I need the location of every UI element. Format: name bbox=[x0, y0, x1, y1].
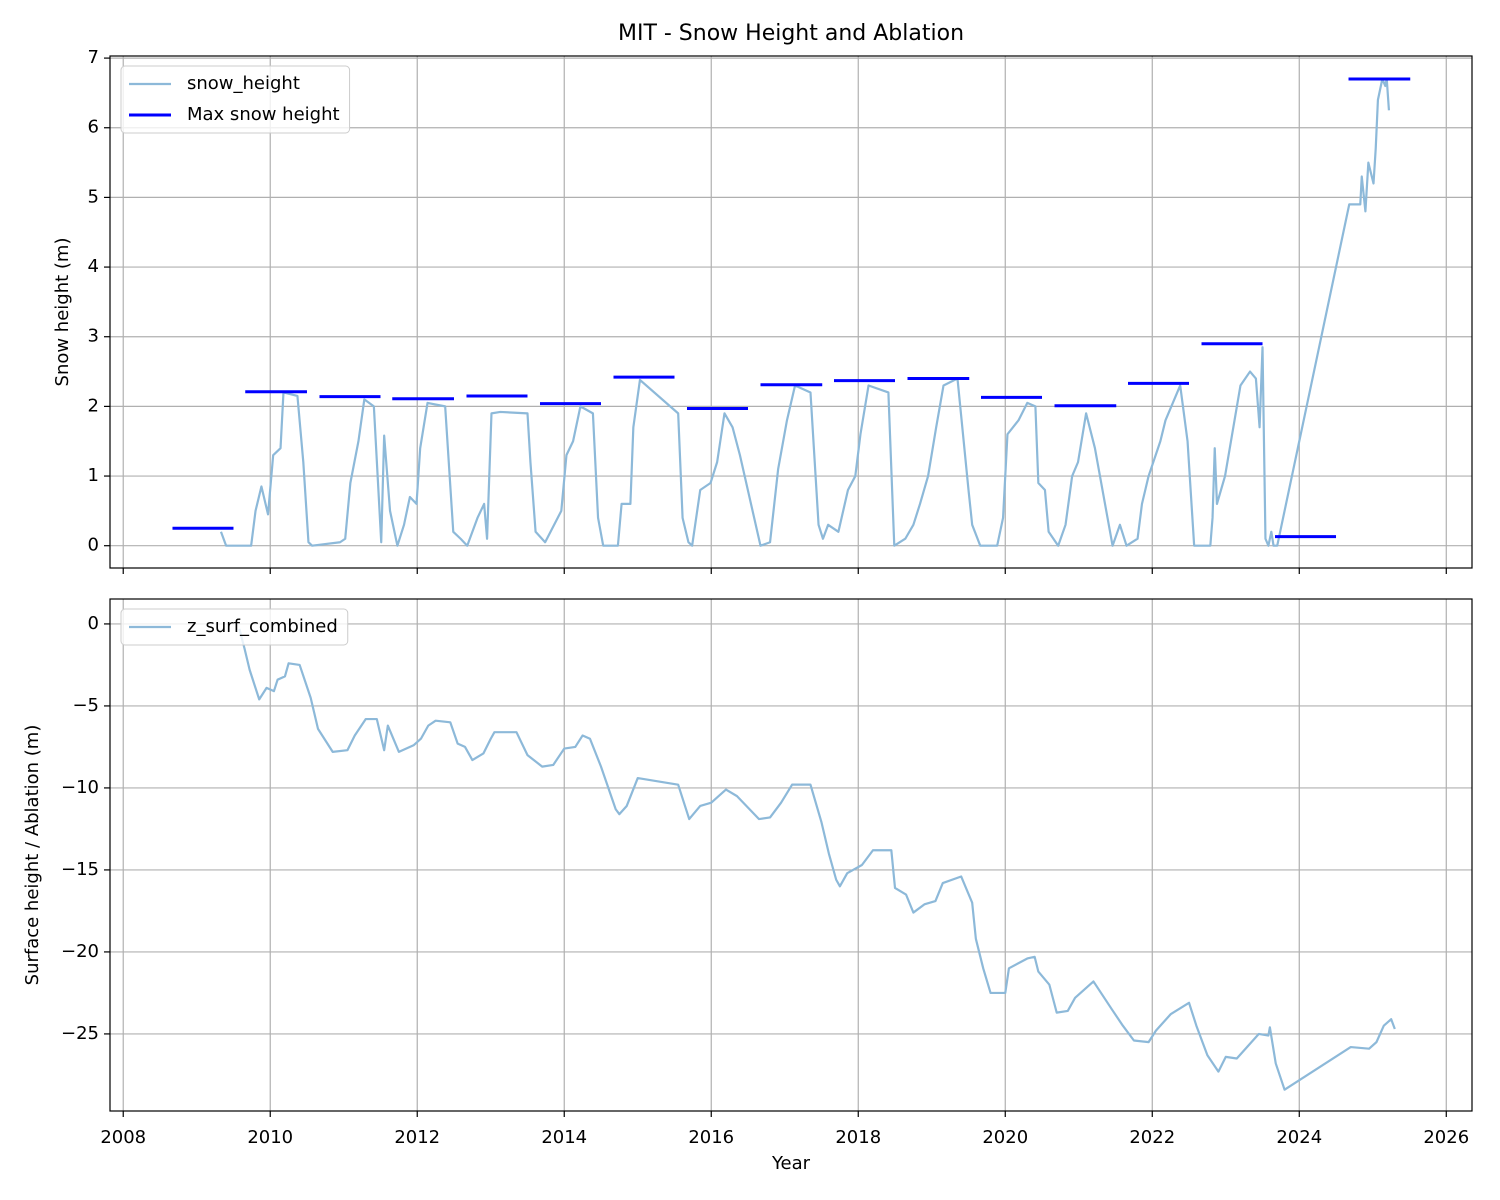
x-tick-label: 2016 bbox=[688, 1127, 734, 1148]
y-axis-label: Surface height / Ablation (m) bbox=[22, 725, 43, 986]
axes-frame bbox=[109, 598, 1473, 1112]
x-tick-label: 2024 bbox=[1276, 1127, 1322, 1148]
x-tick-label: 2018 bbox=[835, 1127, 881, 1148]
x-tick-label: 2014 bbox=[541, 1127, 587, 1148]
y-tick-label: −15 bbox=[61, 859, 99, 880]
legend-box bbox=[120, 65, 351, 134]
legend-label: Max snow height bbox=[187, 104, 340, 125]
x-tick-label: 2020 bbox=[982, 1127, 1028, 1148]
legend-label: z_surf_combined bbox=[187, 616, 338, 637]
y-tick-label: 2 bbox=[88, 395, 99, 416]
legend-label: snow_height bbox=[187, 73, 300, 94]
data-line bbox=[238, 628, 1396, 1091]
x-tick-label: 2022 bbox=[1129, 1127, 1175, 1148]
y-axis-label: Snow height (m) bbox=[52, 238, 73, 387]
y-tick-label: 6 bbox=[88, 117, 99, 138]
y-tick-label: 7 bbox=[88, 47, 99, 68]
x-axis-label: Year bbox=[771, 1153, 811, 1174]
y-tick-label: −20 bbox=[61, 941, 99, 962]
y-tick-label: 4 bbox=[88, 256, 99, 277]
y-tick-label: −10 bbox=[61, 777, 99, 798]
x-tick-label: 2026 bbox=[1423, 1127, 1469, 1148]
y-tick-label: 0 bbox=[88, 613, 99, 634]
chart-title: MIT - Snow Height and Ablation bbox=[618, 21, 964, 46]
legend: z_surf_combined bbox=[120, 608, 349, 646]
y-tick-label: −25 bbox=[61, 1023, 99, 1044]
y-tick-label: 0 bbox=[88, 535, 99, 556]
y-tick-label: −5 bbox=[72, 695, 99, 716]
x-tick-label: 2010 bbox=[247, 1127, 293, 1148]
y-tick-label: 5 bbox=[88, 186, 99, 207]
data-line bbox=[219, 77, 1391, 547]
y-tick-label: 3 bbox=[88, 326, 99, 347]
x-tick-label: 2012 bbox=[394, 1127, 440, 1148]
legend-box bbox=[120, 608, 349, 646]
axes-frame bbox=[109, 55, 1473, 569]
y-tick-label: 1 bbox=[88, 465, 99, 486]
x-tick-label: 2008 bbox=[100, 1127, 146, 1148]
legend: snow_height Max snow height bbox=[120, 65, 351, 134]
